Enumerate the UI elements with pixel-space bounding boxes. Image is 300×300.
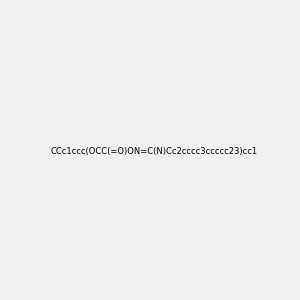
Text: CCc1ccc(OCC(=O)ON=C(N)Cc2cccc3ccccc23)cc1: CCc1ccc(OCC(=O)ON=C(N)Cc2cccc3ccccc23)cc… (50, 147, 257, 156)
